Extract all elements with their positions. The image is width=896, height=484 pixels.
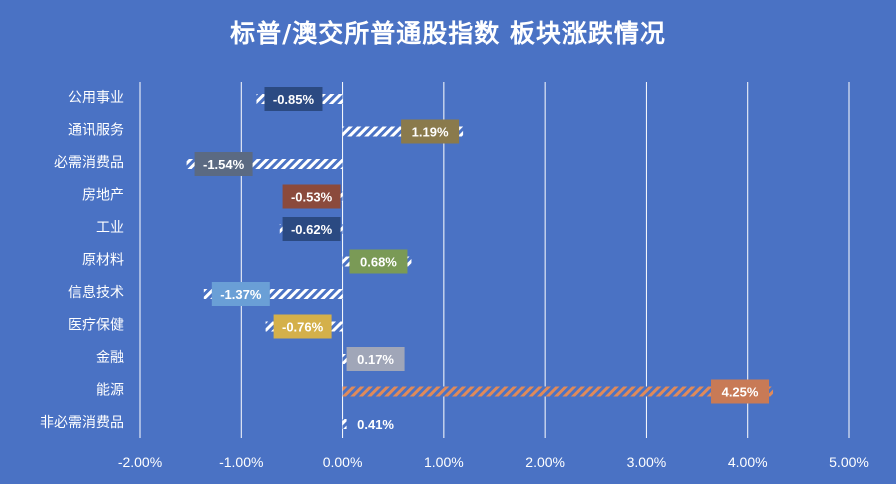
- category-label: 非必需消费品: [40, 415, 124, 431]
- data-label: -1.54%: [203, 157, 245, 172]
- x-tick-label: 4.00%: [728, 454, 768, 470]
- data-label: 4.25%: [722, 385, 759, 400]
- data-label: 1.19%: [412, 125, 449, 140]
- data-label-box: [346, 347, 405, 371]
- data-label-box: [401, 119, 460, 144]
- category-label: 公用事业: [68, 90, 124, 106]
- x-tick-label: 3.00%: [627, 454, 667, 470]
- data-label-box: [711, 379, 770, 404]
- data-label: -0.85%: [273, 92, 315, 107]
- data-label: 0.41%: [357, 417, 394, 432]
- category-label: 金融: [96, 350, 124, 366]
- bar: [186, 159, 343, 169]
- data-label: -0.62%: [291, 222, 333, 237]
- data-label-box: [194, 152, 253, 176]
- data-label: 0.68%: [360, 255, 397, 270]
- category-label: 房地产: [82, 188, 124, 204]
- data-label: -0.76%: [282, 320, 324, 335]
- x-tick-label: 5.00%: [829, 454, 869, 470]
- data-label-box: [273, 314, 332, 339]
- data-label-box: [282, 184, 341, 209]
- x-tick-label: 2.00%: [525, 454, 565, 470]
- x-tick-label: 0.00%: [323, 454, 363, 470]
- category-label: 通讯服务: [68, 123, 124, 139]
- bar: [342, 386, 774, 397]
- bar: [203, 289, 343, 299]
- data-label-box: [282, 217, 341, 241]
- chart-title: 标普/澳交所普通股指数 板块涨跌情况: [230, 19, 666, 48]
- data-label: 0.17%: [357, 352, 394, 367]
- category-label: 原材料: [82, 253, 124, 269]
- data-label: -1.37%: [220, 287, 262, 302]
- category-label: 必需消费品: [54, 155, 124, 171]
- x-tick-label: -1.00%: [219, 454, 263, 470]
- data-label-box: [264, 87, 323, 111]
- category-label: 能源: [96, 383, 124, 399]
- category-label: 工业: [96, 220, 124, 236]
- data-label-box: [211, 282, 270, 306]
- category-label: 医疗保健: [68, 318, 124, 334]
- data-label: -0.53%: [291, 190, 333, 205]
- x-tick-label: 1.00%: [424, 454, 464, 470]
- category-label: 信息技术: [68, 284, 124, 301]
- x-tick-label: -2.00%: [118, 454, 162, 470]
- data-label-box: [349, 249, 408, 274]
- data-label-box: [346, 412, 405, 436]
